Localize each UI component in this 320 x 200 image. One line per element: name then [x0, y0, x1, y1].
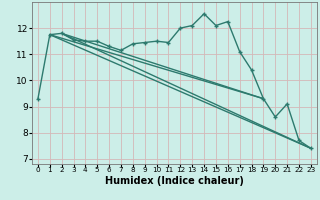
X-axis label: Humidex (Indice chaleur): Humidex (Indice chaleur) [105, 176, 244, 186]
